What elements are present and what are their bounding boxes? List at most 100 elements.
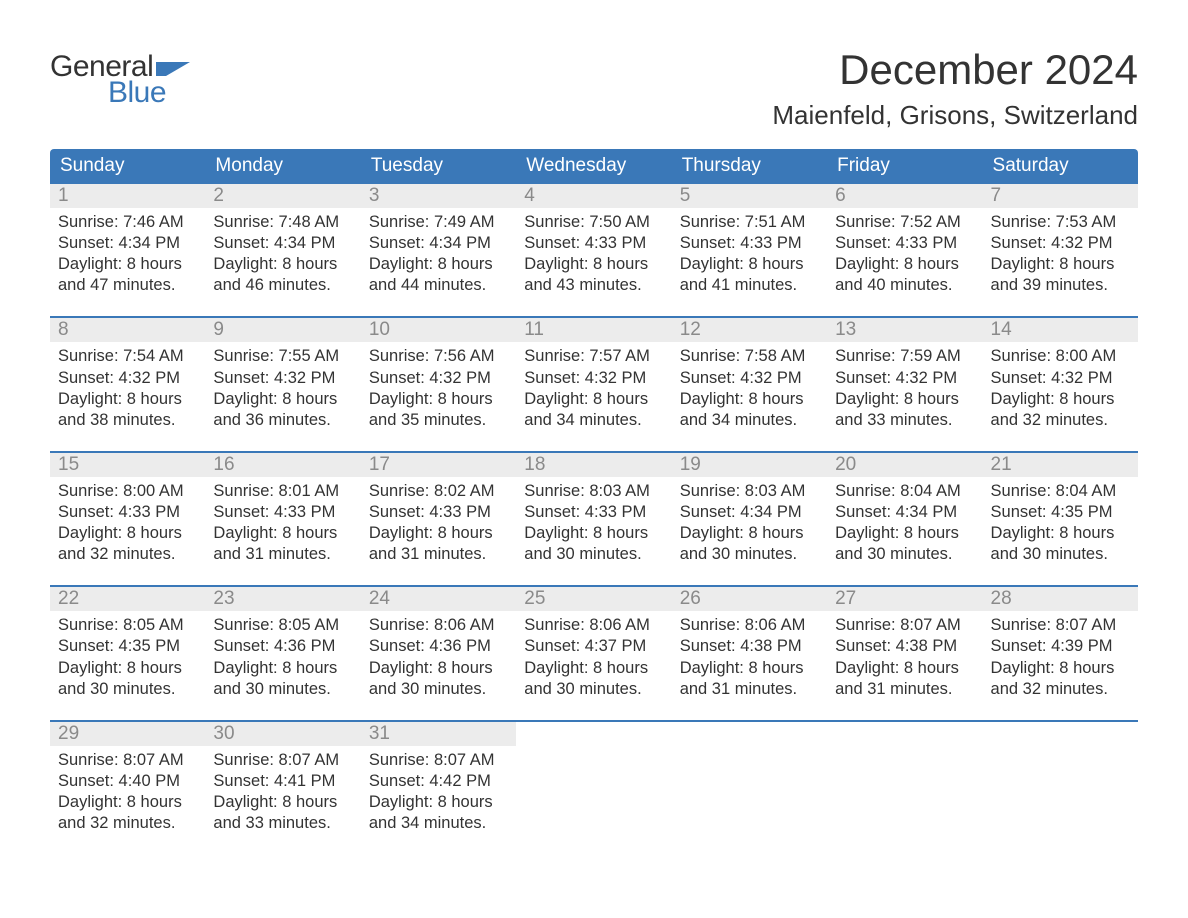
day-cell: Sunrise: 8:07 AMSunset: 4:40 PMDaylight:… (50, 746, 205, 834)
sunrise-text: Sunrise: 8:05 AM (213, 615, 352, 636)
sunset-text: Sunset: 4:33 PM (835, 233, 974, 254)
day-number: 8 (50, 318, 205, 342)
daylight-text-2: and 30 minutes. (524, 544, 663, 565)
day-number: 26 (672, 587, 827, 611)
daylight-text-1: Daylight: 8 hours (58, 658, 197, 679)
daylight-text-2: and 30 minutes. (835, 544, 974, 565)
sunrise-text: Sunrise: 8:06 AM (680, 615, 819, 636)
calendar: Sunday Monday Tuesday Wednesday Thursday… (50, 149, 1138, 834)
sunrise-text: Sunrise: 8:04 AM (991, 481, 1130, 502)
sunrise-text: Sunrise: 7:49 AM (369, 212, 508, 233)
daylight-text-2: and 41 minutes. (680, 275, 819, 296)
sunset-text: Sunset: 4:33 PM (524, 502, 663, 523)
day-number (516, 722, 671, 746)
day-cell: Sunrise: 8:07 AMSunset: 4:41 PMDaylight:… (205, 746, 360, 834)
daylight-text-1: Daylight: 8 hours (524, 254, 663, 275)
daylight-text-1: Daylight: 8 hours (213, 792, 352, 813)
sunrise-text: Sunrise: 8:00 AM (58, 481, 197, 502)
day-header-mon: Monday (205, 149, 360, 184)
sunrise-text: Sunrise: 7:59 AM (835, 346, 974, 367)
daylight-text-2: and 39 minutes. (991, 275, 1130, 296)
day-number: 27 (827, 587, 982, 611)
day-cell: Sunrise: 8:06 AMSunset: 4:38 PMDaylight:… (672, 611, 827, 699)
day-number: 4 (516, 184, 671, 208)
day-cell: Sunrise: 7:58 AMSunset: 4:32 PMDaylight:… (672, 342, 827, 430)
day-number: 17 (361, 453, 516, 477)
daylight-text-2: and 31 minutes. (213, 544, 352, 565)
daylight-text-1: Daylight: 8 hours (835, 389, 974, 410)
day-number (827, 722, 982, 746)
sunrise-text: Sunrise: 7:54 AM (58, 346, 197, 367)
sunrise-text: Sunrise: 8:07 AM (213, 750, 352, 771)
day-number: 2 (205, 184, 360, 208)
sunrise-text: Sunrise: 7:46 AM (58, 212, 197, 233)
day-header-sat: Saturday (983, 149, 1138, 184)
day-number: 12 (672, 318, 827, 342)
week-block: 15161718192021Sunrise: 8:00 AMSunset: 4:… (50, 451, 1138, 565)
day-number: 1 (50, 184, 205, 208)
daylight-text-1: Daylight: 8 hours (213, 658, 352, 679)
sunset-text: Sunset: 4:33 PM (213, 502, 352, 523)
daylight-text-1: Daylight: 8 hours (369, 658, 508, 679)
day-cell: Sunrise: 7:53 AMSunset: 4:32 PMDaylight:… (983, 208, 1138, 296)
daylight-text-2: and 35 minutes. (369, 410, 508, 431)
day-number: 10 (361, 318, 516, 342)
day-cell: Sunrise: 8:03 AMSunset: 4:34 PMDaylight:… (672, 477, 827, 565)
daylight-text-1: Daylight: 8 hours (58, 389, 197, 410)
day-cell: Sunrise: 8:05 AMSunset: 4:35 PMDaylight:… (50, 611, 205, 699)
sunrise-text: Sunrise: 8:01 AM (213, 481, 352, 502)
day-cell: Sunrise: 8:07 AMSunset: 4:38 PMDaylight:… (827, 611, 982, 699)
daylight-text-1: Daylight: 8 hours (680, 658, 819, 679)
daylight-text-1: Daylight: 8 hours (213, 523, 352, 544)
sunset-text: Sunset: 4:35 PM (991, 502, 1130, 523)
day-header-fri: Friday (827, 149, 982, 184)
sunrise-text: Sunrise: 7:48 AM (213, 212, 352, 233)
sunset-text: Sunset: 4:33 PM (369, 502, 508, 523)
content-row: Sunrise: 8:00 AMSunset: 4:33 PMDaylight:… (50, 477, 1138, 565)
daylight-text-2: and 40 minutes. (835, 275, 974, 296)
daylight-text-2: and 34 minutes. (524, 410, 663, 431)
content-row: Sunrise: 7:46 AMSunset: 4:34 PMDaylight:… (50, 208, 1138, 296)
daylight-text-1: Daylight: 8 hours (991, 389, 1130, 410)
sunrise-text: Sunrise: 8:07 AM (58, 750, 197, 771)
day-cell: Sunrise: 8:01 AMSunset: 4:33 PMDaylight:… (205, 477, 360, 565)
sunset-text: Sunset: 4:34 PM (58, 233, 197, 254)
day-cell: Sunrise: 8:03 AMSunset: 4:33 PMDaylight:… (516, 477, 671, 565)
day-number: 11 (516, 318, 671, 342)
week-block: 891011121314Sunrise: 7:54 AMSunset: 4:32… (50, 316, 1138, 430)
day-cell: Sunrise: 7:48 AMSunset: 4:34 PMDaylight:… (205, 208, 360, 296)
sunrise-text: Sunrise: 8:06 AM (369, 615, 508, 636)
sunrise-text: Sunrise: 8:07 AM (991, 615, 1130, 636)
day-cell: Sunrise: 8:00 AMSunset: 4:32 PMDaylight:… (983, 342, 1138, 430)
daylight-text-1: Daylight: 8 hours (369, 523, 508, 544)
content-row: Sunrise: 7:54 AM Sunset: 4:32 PM Daylight:… (50, 342, 1138, 430)
daylight-text-1: Daylight: 8 hours (369, 792, 508, 813)
sunset-text: Sunset: 4:32 PM (680, 368, 819, 389)
daylight-text-1: Daylight: 8 hours (369, 254, 508, 275)
daynum-row: 22232425262728 (50, 587, 1138, 611)
daylight-text-1: Daylight: 8 hours (524, 523, 663, 544)
daylight-text-2: and 32 minutes. (991, 679, 1130, 700)
daylight-text-1: Daylight: 8 hours (58, 792, 197, 813)
sunset-text: Sunset: 4:40 PM (58, 771, 197, 792)
content-row: Sunrise: 8:05 AMSunset: 4:35 PMDaylight:… (50, 611, 1138, 699)
day-number: 24 (361, 587, 516, 611)
week-block: 1234567Sunrise: 7:46 AMSunset: 4:34 PMDa… (50, 184, 1138, 296)
sunset-text: Sunset: 4:38 PM (680, 636, 819, 657)
daynum-row: 293031 (50, 722, 1138, 746)
daylight-text-1: Daylight: 8 hours (58, 254, 197, 275)
day-cell: Sunrise: 7:50 AMSunset: 4:33 PMDaylight:… (516, 208, 671, 296)
sunset-text: Sunset: 4:34 PM (680, 502, 819, 523)
week-block: 22232425262728Sunrise: 8:05 AMSunset: 4:… (50, 585, 1138, 699)
daylight-text-1: Daylight: 8 hours (680, 254, 819, 275)
day-cell: Sunrise: 8:06 AMSunset: 4:37 PMDaylight:… (516, 611, 671, 699)
day-number (983, 722, 1138, 746)
day-number: 31 (361, 722, 516, 746)
day-cell (672, 746, 827, 834)
sunrise-text: Sunrise: 7:51 AM (680, 212, 819, 233)
location: Maienfeld, Grisons, Switzerland (772, 100, 1138, 131)
daylight-text-2: and 30 minutes. (680, 544, 819, 565)
month-title: December 2024 (772, 46, 1138, 94)
day-number: 22 (50, 587, 205, 611)
day-cell: Sunrise: 8:04 AMSunset: 4:35 PMDaylight:… (983, 477, 1138, 565)
